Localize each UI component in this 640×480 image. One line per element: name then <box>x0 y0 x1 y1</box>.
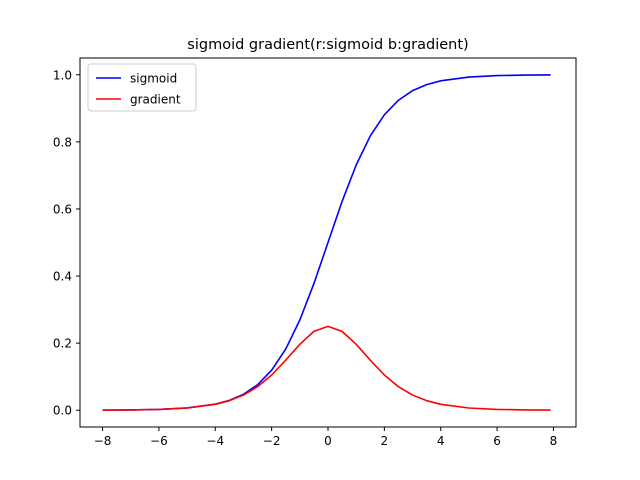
y-tick-label: 0.8 <box>53 135 72 149</box>
plot-lines <box>102 74 551 411</box>
x-tick-label: −2 <box>263 434 281 448</box>
x-tick-label: 4 <box>437 434 445 448</box>
y-tick-label: 0.0 <box>53 404 72 418</box>
x-tick-label: −6 <box>150 434 168 448</box>
x-tick-label: 2 <box>381 434 389 448</box>
y-tick-label: 0.4 <box>53 270 72 284</box>
legend-label-sigmoid: sigmoid <box>130 72 177 86</box>
y-tick-label: 0.6 <box>53 202 72 216</box>
legend-label-gradient: gradient <box>130 93 181 107</box>
x-tick-label: 8 <box>550 434 558 448</box>
x-tick-label: 0 <box>324 434 332 448</box>
y-axis: 0.0 0.2 0.4 0.6 0.8 1.0 <box>53 68 80 418</box>
legend: sigmoid gradient <box>87 63 197 112</box>
x-tick-label: −4 <box>206 434 224 448</box>
chart-title: sigmoid gradient(r:sigmoid b:gradient) <box>187 37 468 53</box>
x-axis: −8 −6 −4 −2 0 2 4 6 8 <box>94 427 558 448</box>
x-tick-label: 6 <box>493 434 501 448</box>
x-tick-label: −8 <box>94 434 112 448</box>
series-line-gradient <box>102 325 551 411</box>
y-tick-label: 0.2 <box>53 337 72 351</box>
y-tick-label: 1.0 <box>53 68 72 82</box>
